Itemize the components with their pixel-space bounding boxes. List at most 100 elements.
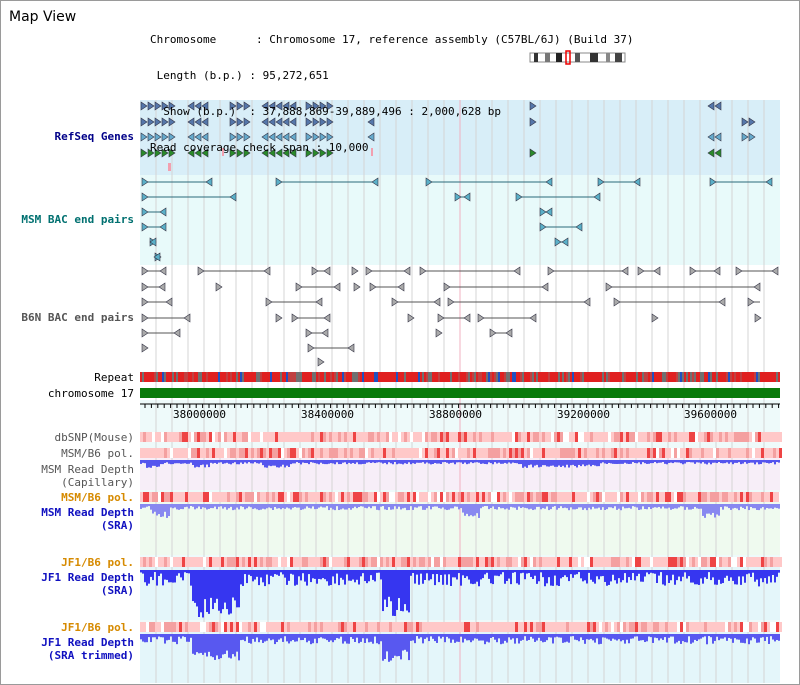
- depth-bar: [700, 634, 702, 639]
- repeat-mark: [484, 372, 486, 382]
- repeat-mark: [658, 372, 660, 382]
- depth-bar: [704, 634, 706, 637]
- depth-bar: [262, 460, 264, 466]
- polymorphism-mark: [290, 432, 293, 442]
- depth-bar: [588, 460, 590, 465]
- polymorphism-mark: [647, 492, 650, 502]
- depth-bar: [298, 504, 300, 508]
- depth-bar: [408, 634, 410, 661]
- repeat-mark: [528, 372, 530, 382]
- repeat-mark: [230, 372, 232, 382]
- depth-bar: [728, 634, 730, 638]
- polymorphism-mark: [404, 448, 407, 458]
- polymorphism-mark: [416, 557, 419, 567]
- depth-bar: [266, 634, 268, 641]
- depth-bar: [208, 460, 210, 468]
- polymorphism-mark: [722, 492, 725, 502]
- depth-bar: [778, 634, 780, 641]
- repeat-mark: [244, 372, 246, 382]
- polymorphism-mark: [269, 448, 272, 458]
- polymorphism-mark: [398, 492, 401, 502]
- depth-bar: [442, 634, 444, 637]
- depth-bar: [694, 460, 696, 464]
- feature-arrow: [653, 266, 661, 276]
- depth-bar: [256, 634, 258, 638]
- polymorphism-mark: [737, 492, 740, 502]
- polymorphism-mark: [623, 557, 626, 567]
- polymorphism-mark: [410, 622, 413, 632]
- depth-bar: [568, 570, 570, 582]
- polymorphism-mark: [359, 432, 362, 442]
- depth-bar: [720, 570, 722, 584]
- polymorphism-mark: [185, 557, 188, 567]
- polymorphism-mark: [206, 557, 209, 567]
- repeat-mark: [492, 372, 494, 382]
- depth-bar: [346, 570, 348, 575]
- depth-bar: [774, 570, 776, 583]
- repeat-mark: [154, 372, 156, 382]
- depth-bar: [492, 504, 494, 507]
- polymorphism-mark: [566, 448, 569, 458]
- depth-bar: [508, 504, 510, 510]
- depth-bar: [522, 504, 524, 508]
- polymorphism-mark: [233, 492, 236, 502]
- feature-arrow: [741, 117, 749, 127]
- repeat-mark: [618, 372, 620, 382]
- depth-bar: [774, 504, 776, 508]
- polymorphism-mark: [311, 622, 314, 632]
- depth-bar: [688, 504, 690, 510]
- depth-bar: [664, 504, 666, 509]
- depth-bar: [532, 634, 534, 639]
- polymorphism-mark: [641, 557, 644, 567]
- depth-bar: [140, 460, 142, 464]
- depth-bar: [606, 570, 608, 586]
- polymorphism-mark: [707, 622, 710, 632]
- depth-bar: [728, 570, 730, 581]
- track-label-b6n-bac[interactable]: B6N BAC end pairs: [21, 311, 134, 324]
- polymorphism-mark: [338, 492, 341, 502]
- depth-bar: [288, 634, 290, 644]
- depth-bar: [298, 460, 300, 463]
- feature-arrow: [282, 148, 290, 158]
- depth-bar: [622, 570, 624, 581]
- depth-bar: [276, 570, 278, 575]
- polymorphism-mark: [779, 622, 782, 632]
- depth-bar: [280, 634, 282, 639]
- polymorphism-mark: [629, 432, 632, 442]
- depth-bar: [470, 460, 472, 463]
- depth-bar: [192, 570, 194, 602]
- repeat-mark: [264, 372, 266, 382]
- polymorphism-mark: [323, 448, 326, 458]
- depth-bar: [458, 570, 460, 574]
- polymorphism-mark: [434, 622, 437, 632]
- repeat-mark: [284, 372, 286, 382]
- feature-arrow: [149, 237, 157, 247]
- depth-bar: [734, 570, 736, 585]
- repeat-mark: [506, 372, 508, 382]
- feature-arrow: [435, 328, 443, 338]
- polymorphism-mark: [446, 622, 449, 632]
- repeat-mark: [756, 372, 758, 382]
- depth-bar: [498, 504, 500, 507]
- depth-bar: [426, 634, 428, 638]
- polymorphism-mark: [458, 557, 461, 567]
- repeat-mark: [446, 372, 448, 382]
- repeat-mark: [164, 372, 166, 382]
- polymorphism-mark: [608, 432, 611, 442]
- depth-bar: [350, 504, 352, 510]
- feature-arrow: [513, 266, 521, 276]
- track-label-refseq[interactable]: RefSeq Genes: [54, 130, 134, 143]
- depth-bar: [144, 504, 146, 508]
- polymorphism-mark: [635, 622, 638, 632]
- depth-bar: [476, 634, 478, 639]
- repeat-mark: [554, 372, 556, 382]
- polymorphism-mark: [497, 492, 500, 502]
- depth-bar: [628, 634, 630, 644]
- depth-bar: [594, 460, 596, 466]
- feature-arrow: [141, 177, 149, 187]
- depth-bar: [764, 634, 766, 642]
- track-label-msm-bac[interactable]: MSM BAC end pairs: [21, 213, 134, 226]
- feature-arrow: [419, 266, 427, 276]
- polymorphism-mark: [389, 492, 392, 502]
